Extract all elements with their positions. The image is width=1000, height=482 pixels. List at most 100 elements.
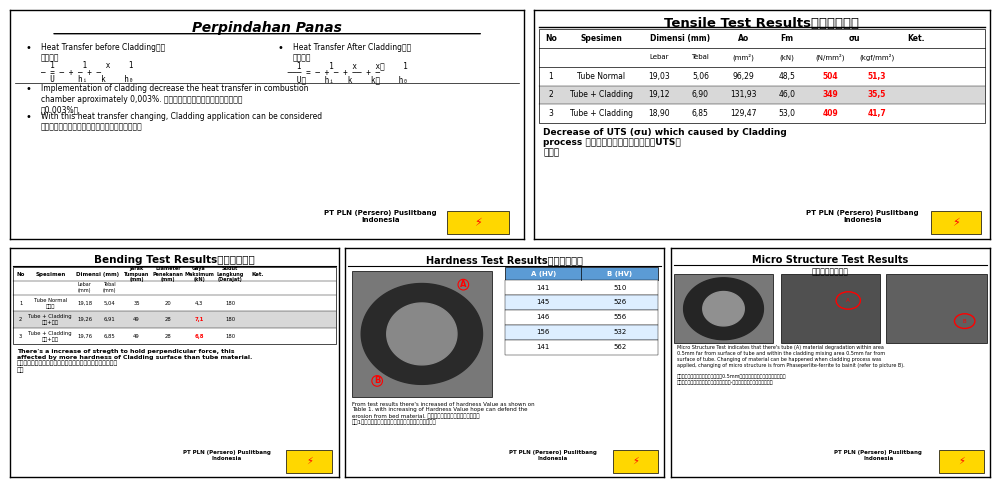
Bar [505, 310, 658, 325]
Text: Ket.: Ket. [251, 272, 264, 277]
Text: 3: 3 [19, 334, 22, 339]
Text: ⚡: ⚡ [958, 456, 965, 466]
Text: 146: 146 [536, 314, 550, 321]
Text: Tensile Test Results拉力测试结果: Tensile Test Results拉力测试结果 [664, 16, 859, 29]
Text: Micro Structure Test indicates that there's tube (A) material degradation within: Micro Structure Test indicates that ther… [677, 346, 905, 385]
Text: 510: 510 [613, 284, 626, 291]
Text: 3: 3 [549, 109, 553, 118]
Text: 19,18: 19,18 [77, 301, 92, 306]
Bar [505, 295, 658, 310]
Text: 20: 20 [164, 301, 171, 306]
Text: 141: 141 [536, 344, 550, 350]
Text: Gaya
Maksimum
(kN): Gaya Maksimum (kN) [184, 266, 214, 282]
Bar [505, 268, 658, 280]
Text: 6,85: 6,85 [104, 334, 115, 339]
Text: 180: 180 [225, 317, 235, 322]
Text: 409: 409 [823, 109, 838, 118]
Text: With this heat transfer changing, Cladding application can be considered
此热传递的变化: With this heat transfer changing, Claddi… [41, 112, 322, 131]
Bar [505, 280, 658, 295]
Text: 1      1    x    1: 1 1 x 1 [41, 61, 133, 70]
Text: 51,3: 51,3 [868, 72, 886, 80]
Text: PT PLN (Persero) Puslitbang
Indonesia: PT PLN (Persero) Puslitbang Indonesia [834, 450, 922, 461]
Text: 18,90: 18,90 [649, 109, 670, 118]
Text: ⚡: ⚡ [632, 456, 639, 466]
Text: Heat Transfer After Cladding燕敏
后热传递: Heat Transfer After Cladding燕敏 后热传递 [293, 43, 411, 62]
Bar [539, 85, 985, 104]
Text: A: A [846, 298, 850, 303]
Text: 48,5: 48,5 [779, 72, 795, 80]
Text: From test results there's increased of hardness Value as shown on
Table 1. with : From test results there's increased of h… [352, 402, 534, 426]
FancyBboxPatch shape [352, 271, 492, 397]
Text: Bending Test Results弯曲测试结果: Bending Test Results弯曲测试结果 [94, 255, 255, 265]
Text: 141: 141 [536, 284, 550, 291]
Text: 19,03: 19,03 [648, 72, 670, 80]
Text: ⚡: ⚡ [306, 456, 313, 466]
Text: 556: 556 [613, 314, 626, 321]
Text: B (HV): B (HV) [607, 271, 632, 277]
Text: 180: 180 [225, 301, 235, 306]
Bar [505, 340, 658, 355]
Text: 96,29: 96,29 [733, 72, 755, 80]
Text: σu: σu [849, 34, 860, 43]
Text: PT PLN (Persero) Puslitbang
Indonesia: PT PLN (Persero) Puslitbang Indonesia [806, 210, 919, 223]
Text: 5,04: 5,04 [104, 301, 115, 306]
Text: U     hᵢ   k    h₀: U hᵢ k h₀ [41, 75, 133, 84]
Text: •: • [277, 43, 283, 53]
Text: Tube Normal
管管子: Tube Normal 管管子 [34, 298, 67, 308]
Text: 532: 532 [613, 329, 626, 335]
Bar [539, 29, 985, 123]
Text: 19,26: 19,26 [77, 317, 92, 322]
Text: No: No [16, 272, 25, 277]
Text: 145: 145 [537, 299, 550, 306]
Text: A (HV): A (HV) [531, 271, 556, 277]
Text: 2: 2 [19, 317, 22, 322]
Text: (kN): (kN) [780, 54, 794, 61]
Text: Heat Transfer before Cladding燕敏
前热传递: Heat Transfer before Cladding燕敏 前热传递 [41, 43, 165, 62]
Polygon shape [361, 283, 482, 384]
Text: 28: 28 [164, 334, 171, 339]
Text: 41,7: 41,7 [868, 109, 887, 118]
Text: Tebal
(mm): Tebal (mm) [103, 282, 116, 293]
Text: Micro Structure Test Results: Micro Structure Test Results [752, 255, 909, 265]
Text: •: • [25, 112, 31, 121]
Text: (kgf/mm²): (kgf/mm²) [860, 54, 895, 61]
Text: ⚡: ⚡ [474, 218, 482, 228]
Text: Tube + Cladding: Tube + Cladding [570, 91, 633, 99]
Bar [781, 274, 880, 343]
Bar [886, 274, 987, 343]
FancyBboxPatch shape [447, 211, 509, 234]
FancyBboxPatch shape [286, 450, 332, 472]
Text: ――― = ― + ― + ―― + ―: ――― = ― + ― + ―― + ― [283, 68, 380, 77]
Text: 4,3: 4,3 [195, 301, 203, 306]
Text: Ket.: Ket. [907, 34, 925, 43]
Bar [505, 325, 658, 340]
Text: 2: 2 [549, 91, 553, 99]
FancyBboxPatch shape [939, 450, 984, 472]
Text: Uᴄ    hᵢ   k    kᴄ    h₀: Uᴄ hᵢ k kᴄ h₀ [283, 75, 407, 84]
Text: Spesimen: Spesimen [580, 34, 622, 43]
Text: 49: 49 [133, 317, 140, 322]
Text: •: • [25, 84, 31, 94]
Text: 1: 1 [19, 301, 22, 306]
Text: Spesimen: Spesimen [35, 272, 65, 277]
Text: No: No [545, 34, 557, 43]
Text: 6,91: 6,91 [104, 317, 115, 322]
Text: 46,0: 46,0 [779, 91, 796, 99]
Text: (mm²): (mm²) [733, 54, 755, 61]
Text: ⚡: ⚡ [952, 218, 960, 228]
Text: •: • [25, 43, 31, 53]
Text: 28: 28 [164, 317, 171, 322]
Text: Hardness Test Results硬度测试结果: Hardness Test Results硬度测试结果 [426, 255, 583, 265]
Text: Tebal: Tebal [691, 54, 709, 60]
Text: 131,93: 131,93 [730, 91, 757, 99]
Text: 156: 156 [536, 329, 550, 335]
Text: Dimensi (mm): Dimensi (mm) [76, 272, 119, 277]
FancyBboxPatch shape [931, 211, 981, 234]
Text: Tube Normal: Tube Normal [577, 72, 625, 80]
Text: 6,8: 6,8 [194, 334, 204, 339]
Text: Implementation of cladding decrease the heat transfer in combustion
chamber apro: Implementation of cladding decrease the … [41, 84, 308, 114]
Text: Diameter
Penekanan
(mm): Diameter Penekanan (mm) [152, 266, 183, 282]
Bar [539, 67, 985, 85]
Text: Sudut
Lengkung
(Derajat): Sudut Lengkung (Derajat) [217, 266, 244, 282]
Text: B: B [963, 319, 967, 323]
